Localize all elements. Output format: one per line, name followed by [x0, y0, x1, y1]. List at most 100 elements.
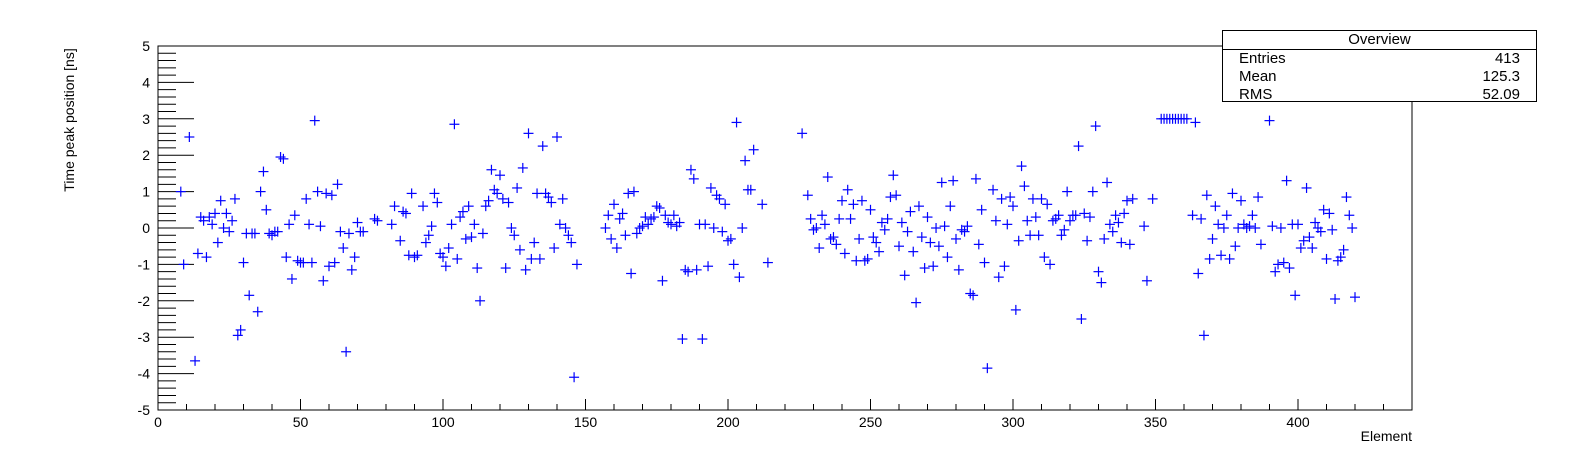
data-point	[460, 233, 471, 244]
data-point	[1104, 219, 1115, 230]
data-point	[899, 270, 910, 281]
data-point	[432, 197, 443, 208]
data-point	[318, 275, 329, 286]
data-point	[232, 330, 243, 341]
data-point	[1278, 257, 1289, 268]
data-point	[688, 173, 699, 184]
data-point	[418, 201, 429, 212]
data-point	[312, 186, 323, 197]
data-point	[1008, 201, 1018, 212]
data-point	[400, 208, 411, 219]
x-axis-label: Element	[1361, 428, 1412, 444]
data-point	[631, 228, 642, 239]
data-point	[1230, 241, 1241, 252]
data-point	[648, 212, 659, 223]
data-point	[1056, 230, 1067, 241]
data-point	[204, 212, 215, 223]
y-axis: -5 -4 -3 -2 -1 0 1 2 3 4 5	[138, 38, 194, 418]
y-tick-label: -2	[138, 293, 151, 309]
data-point	[896, 217, 907, 228]
x-tick-label: 400	[1286, 414, 1310, 430]
data-point	[640, 212, 651, 223]
data-point	[566, 237, 577, 248]
data-point	[358, 226, 369, 237]
data-point	[617, 208, 628, 219]
y-tick-label: 5	[142, 38, 150, 54]
data-point	[1275, 223, 1286, 233]
x-tick-label: 100	[431, 414, 455, 430]
data-point	[919, 263, 930, 274]
data-point	[603, 210, 614, 221]
data-point	[446, 219, 457, 230]
data-point	[1221, 210, 1232, 221]
data-point	[646, 213, 657, 224]
data-point	[1198, 330, 1209, 341]
data-point	[1082, 235, 1093, 246]
data-point	[1210, 201, 1221, 212]
stats-label: RMS	[1239, 86, 1273, 103]
data-point	[438, 252, 448, 263]
y-tick-label: 2	[142, 147, 150, 163]
data-point	[215, 195, 226, 206]
data-point	[529, 237, 540, 248]
data-point	[264, 228, 275, 239]
data-point	[654, 202, 665, 213]
data-point	[552, 132, 562, 142]
data-point	[1087, 186, 1098, 197]
data-point	[1301, 182, 1312, 193]
data-point	[520, 264, 531, 275]
data-point	[1236, 195, 1246, 206]
data-point	[757, 199, 768, 210]
data-point	[346, 264, 357, 275]
data-point	[532, 188, 543, 199]
data-point	[839, 248, 850, 259]
data-point	[184, 132, 195, 142]
data-point	[970, 173, 981, 184]
data-point	[611, 243, 622, 254]
data-point	[697, 334, 708, 345]
data-point	[685, 164, 696, 175]
data-point	[549, 243, 560, 254]
data-point	[916, 232, 927, 243]
data-point	[1187, 210, 1198, 221]
data-point	[229, 193, 240, 204]
x-tick-label: 250	[859, 414, 883, 430]
data-point	[1022, 215, 1033, 226]
data-point	[988, 184, 999, 195]
y-tick-label: -4	[138, 366, 151, 382]
data-point	[1293, 219, 1303, 230]
data-point	[663, 217, 674, 228]
data-point	[429, 188, 440, 199]
data-point	[517, 162, 528, 173]
data-point	[218, 223, 229, 233]
data-point	[620, 230, 631, 241]
data-point	[1284, 263, 1295, 274]
data-point	[235, 324, 246, 335]
data-point	[309, 115, 320, 126]
data-point	[412, 250, 423, 261]
data-point	[315, 221, 326, 232]
data-point	[902, 226, 913, 237]
data-point	[563, 230, 574, 241]
data-point	[805, 213, 816, 224]
data-point	[1073, 141, 1084, 152]
data-point	[1042, 199, 1053, 210]
data-point	[1119, 208, 1130, 219]
data-point	[1122, 195, 1132, 206]
data-point	[634, 223, 645, 233]
data-point	[1298, 235, 1309, 246]
data-point	[301, 193, 312, 204]
y-tick-label: -3	[138, 329, 151, 345]
data-point	[227, 215, 238, 226]
data-point	[249, 228, 260, 239]
data-point	[343, 228, 354, 239]
data-point	[811, 223, 822, 233]
data-point	[1270, 266, 1281, 277]
data-point	[831, 239, 842, 250]
data-point	[1045, 259, 1056, 270]
data-point	[244, 290, 255, 301]
data-point	[1030, 212, 1041, 223]
data-point	[725, 233, 736, 244]
